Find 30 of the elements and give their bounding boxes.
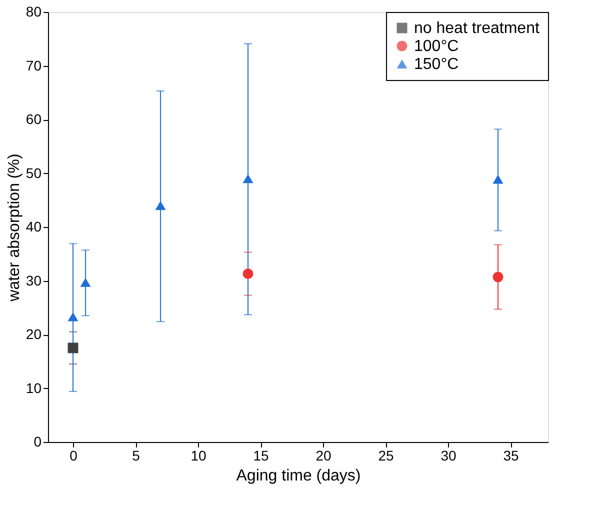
y-tick-label: 20 — [26, 326, 42, 342]
y-axis-title: water absorption (%) — [6, 154, 23, 302]
y-tick-label: 40 — [26, 218, 42, 234]
point — [242, 268, 254, 279]
point — [492, 272, 504, 282]
y-tick-label: 60 — [26, 111, 42, 127]
legend-label: no heat treatment — [414, 20, 540, 37]
point — [68, 312, 78, 322]
y-tick-label: 0 — [34, 434, 42, 450]
x-axis-title: Aging time (days) — [236, 468, 361, 484]
point — [242, 174, 254, 184]
x-tick-label: 20 — [316, 448, 332, 464]
y-tick-label: 70 — [26, 57, 42, 74]
point — [68, 342, 78, 354]
point — [492, 174, 504, 184]
y-tick-label: 10 — [26, 380, 42, 396]
legend-label: 150°C — [414, 56, 459, 73]
y-tick-label: 50 — [26, 164, 42, 181]
x-tick-label: 25 — [378, 448, 394, 464]
x-tick-label: 0 — [70, 448, 78, 464]
y-tick-label: 30 — [26, 272, 42, 288]
x-tick-label: 10 — [190, 448, 206, 464]
x-tick-label: 15 — [253, 448, 269, 464]
x-tick-label: 5 — [132, 448, 140, 464]
x-tick-label: 35 — [503, 448, 519, 464]
point — [80, 278, 91, 287]
point — [155, 200, 166, 210]
x-tick-label: 30 — [440, 448, 456, 464]
y-tick-label: 80 — [26, 4, 42, 20]
legend-label: 100°C — [414, 38, 459, 55]
